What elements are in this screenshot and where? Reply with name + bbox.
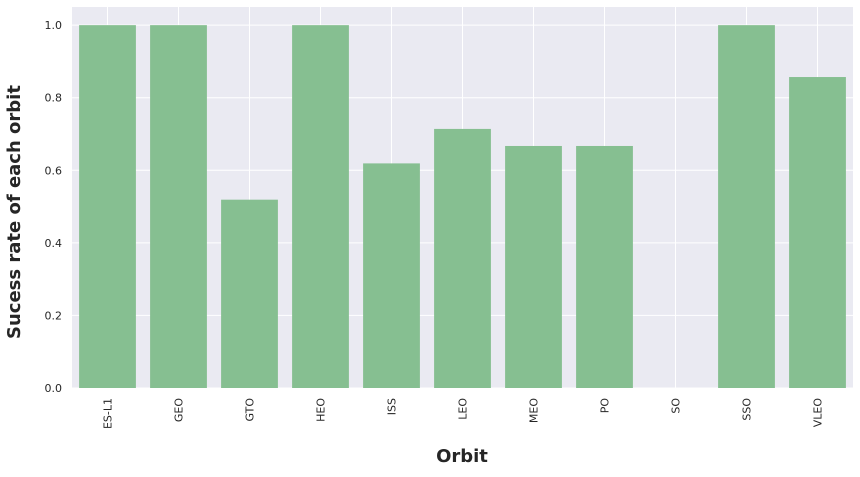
y-tick-label: 0.4 — [45, 237, 63, 250]
x-tick-label: LEO — [457, 398, 470, 420]
bar-po — [576, 145, 633, 388]
bar-iss — [363, 163, 420, 388]
x-tick-label: HEO — [315, 398, 328, 422]
x-tick-label: SO — [670, 398, 683, 414]
bar-leo — [434, 128, 491, 389]
x-tick-label: VLEO — [812, 398, 825, 428]
bar-heo — [292, 25, 349, 389]
bar-geo — [150, 25, 207, 389]
x-tick-label: PO — [599, 398, 612, 414]
y-tick-label: 0.0 — [45, 382, 63, 395]
bar-vleo — [789, 77, 846, 388]
x-tick-label: SSO — [741, 398, 754, 421]
y-axis-title: Sucess rate of each orbit — [4, 85, 25, 339]
y-tick-label: 0.8 — [45, 92, 63, 105]
x-tick-label: MEO — [528, 398, 541, 423]
y-tick-label: 0.2 — [45, 309, 63, 322]
x-tick-label: ISS — [386, 398, 399, 415]
y-tick-labels: 0.0 0.2 0.4 0.6 0.8 1.0 — [45, 19, 63, 395]
x-tick-labels: ES-L1 GEO GTO HEO ISS LEO MEO PO SO SSO VLEO — [102, 398, 825, 429]
x-axis-title: Orbit — [436, 446, 488, 467]
x-tick-label: ES-L1 — [102, 398, 115, 429]
bar-meo — [505, 145, 562, 388]
bars — [79, 25, 846, 389]
y-tick-label: 0.6 — [45, 164, 63, 177]
y-tick-label: 1.0 — [45, 19, 63, 32]
bar-gto — [221, 199, 278, 388]
bar-es-l1 — [79, 25, 136, 389]
x-tick-label: GEO — [173, 398, 186, 422]
x-tick-label: GTO — [244, 398, 257, 422]
bar-sso — [718, 25, 775, 389]
